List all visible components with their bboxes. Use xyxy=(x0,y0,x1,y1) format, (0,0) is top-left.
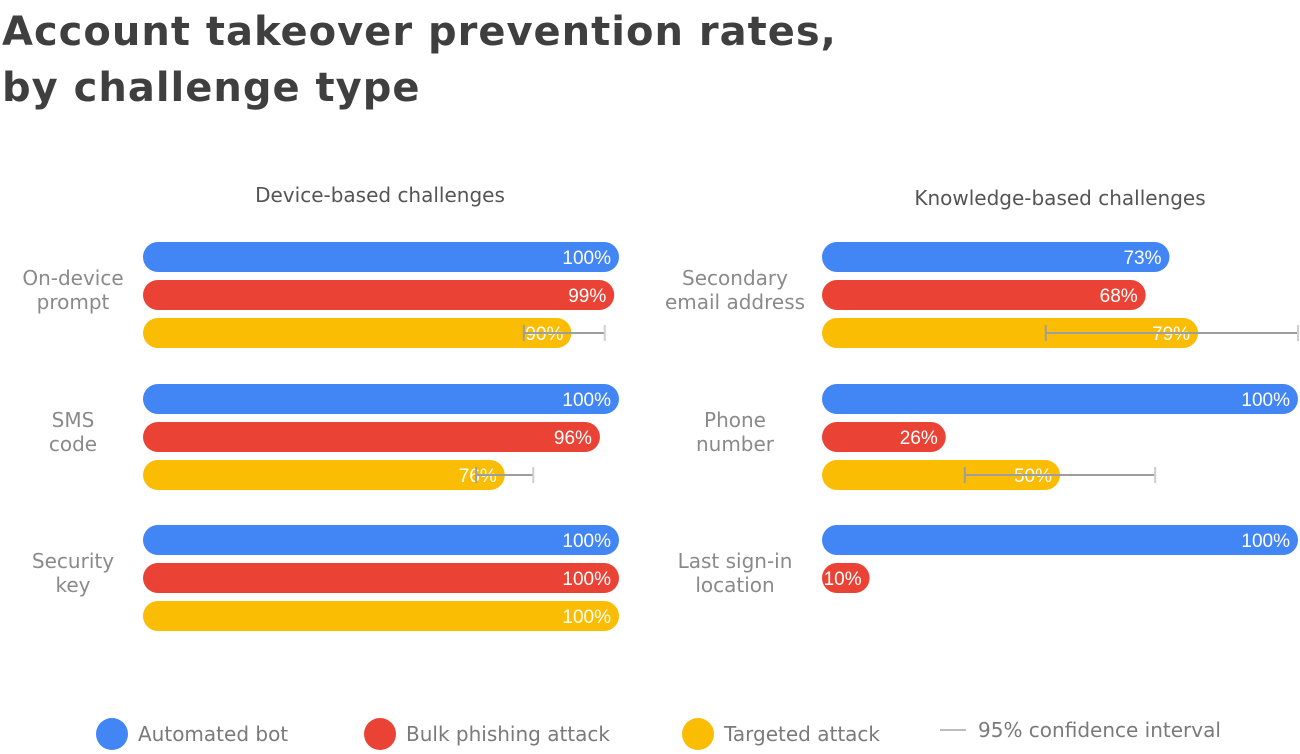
legend: Automated bot Bulk phishing attack Targe… xyxy=(0,714,1300,754)
panel-knowledge: Knowledge-based challenges Secondary email… xyxy=(665,186,1299,597)
bar-bot xyxy=(143,525,619,555)
panel-title: Device-based challenges xyxy=(255,183,505,207)
legend-item-phishing: Bulk phishing attack xyxy=(364,718,610,750)
bar-group: Last sign-in location 100% 10% xyxy=(678,525,1298,597)
bar-phishing xyxy=(143,563,619,593)
legend-item-bot: Automated bot xyxy=(96,718,288,750)
category-label-line: Phone xyxy=(704,408,766,432)
category-label-line: number xyxy=(696,432,775,456)
panel-device: Device-based challenges On-device prompt 10… xyxy=(22,183,619,631)
data-label: 100% xyxy=(562,390,611,411)
chart-title-line2: by challenge type xyxy=(2,65,421,111)
data-label: 90% xyxy=(525,324,563,345)
bar-targeted xyxy=(822,318,1199,348)
category-label: Phone number xyxy=(696,408,775,456)
data-label: 100% xyxy=(1241,531,1290,552)
data-label: 73% xyxy=(1123,248,1161,269)
confidence-interval xyxy=(522,325,606,341)
confidence-interval xyxy=(475,467,535,483)
data-label: 76% xyxy=(459,466,497,487)
category-label-line: On-device xyxy=(22,266,123,290)
legend-swatch-ci xyxy=(940,729,966,731)
panel-title: Knowledge-based challenges xyxy=(914,186,1205,210)
confidence-interval xyxy=(963,467,1157,483)
data-label: 100% xyxy=(562,248,611,269)
category-label-line: Security xyxy=(32,549,114,573)
bar-chart: Device-based challenges On-device prompt 10… xyxy=(22,183,1299,631)
bar-targeted xyxy=(143,601,619,631)
legend-item-targeted: Targeted attack xyxy=(682,718,880,750)
category-label: SMS code xyxy=(49,408,97,456)
bar-phishing xyxy=(822,563,870,593)
bar-group: On-device prompt 100% 99%90% xyxy=(22,242,619,348)
bar-group: Secondary email address 73% 68% 79% xyxy=(665,242,1299,348)
category-label: On-device prompt xyxy=(22,266,123,314)
bar-group: Security key 100% 100% 100% xyxy=(32,525,619,631)
category-label-line: prompt xyxy=(37,290,110,314)
bar-phishing xyxy=(822,280,1146,310)
bar-group: Phone number 100% 26% 50% xyxy=(696,384,1298,490)
data-label: 50% xyxy=(1014,466,1052,487)
legend-label-targeted: Targeted attack xyxy=(724,722,881,746)
data-label: 96% xyxy=(554,428,592,449)
category-label: Secondary email address xyxy=(665,266,805,314)
bar-bot xyxy=(822,525,1298,555)
category-label-line: Secondary xyxy=(682,266,788,290)
data-label: 99% xyxy=(568,286,606,307)
legend-swatch-phishing xyxy=(364,718,396,750)
category-label-line: key xyxy=(55,573,90,597)
category-label-line: email address xyxy=(665,290,805,314)
category-label-line: code xyxy=(49,432,97,456)
bar-bot xyxy=(822,384,1298,414)
category-label-line: SMS xyxy=(52,408,95,432)
category-label-line: Last sign-in xyxy=(678,549,793,573)
bar-phishing xyxy=(143,422,600,452)
bar-targeted xyxy=(143,460,505,490)
legend-swatch-targeted xyxy=(682,718,714,750)
legend-label-bot: Automated bot xyxy=(138,722,289,746)
bar-targeted xyxy=(822,460,1060,490)
bar-phishing xyxy=(143,280,615,310)
data-label: 100% xyxy=(1241,390,1290,411)
legend-label-ci: 95% confidence interval xyxy=(978,718,1221,742)
data-label: 100% xyxy=(562,531,611,552)
category-label-line: location xyxy=(695,573,774,597)
legend-label-phishing: Bulk phishing attack xyxy=(406,722,610,746)
data-label: 26% xyxy=(900,428,938,449)
bar-bot xyxy=(822,242,1170,272)
confidence-interval xyxy=(1044,325,1299,341)
category-label: Last sign-in location xyxy=(678,549,793,597)
chart-title: Account takeover prevention rates, by ch… xyxy=(2,4,837,116)
data-label: 100% xyxy=(562,569,611,590)
bar-targeted xyxy=(143,318,572,348)
data-label: 68% xyxy=(1100,286,1138,307)
data-label: 100% xyxy=(562,607,611,628)
legend-swatch-bot xyxy=(96,718,128,750)
data-label: 10% xyxy=(824,569,862,590)
bar-phishing xyxy=(822,422,946,452)
data-label: 79% xyxy=(1152,324,1190,345)
bar-group: SMS code 100% 96% 76% xyxy=(49,384,619,490)
bar-bot xyxy=(143,242,619,272)
category-label: Security key xyxy=(32,549,114,597)
chart-title-line1: Account takeover prevention rates, xyxy=(2,9,837,55)
legend-item-ci: 95% confidence interval xyxy=(940,718,1221,742)
bar-bot xyxy=(143,384,619,414)
